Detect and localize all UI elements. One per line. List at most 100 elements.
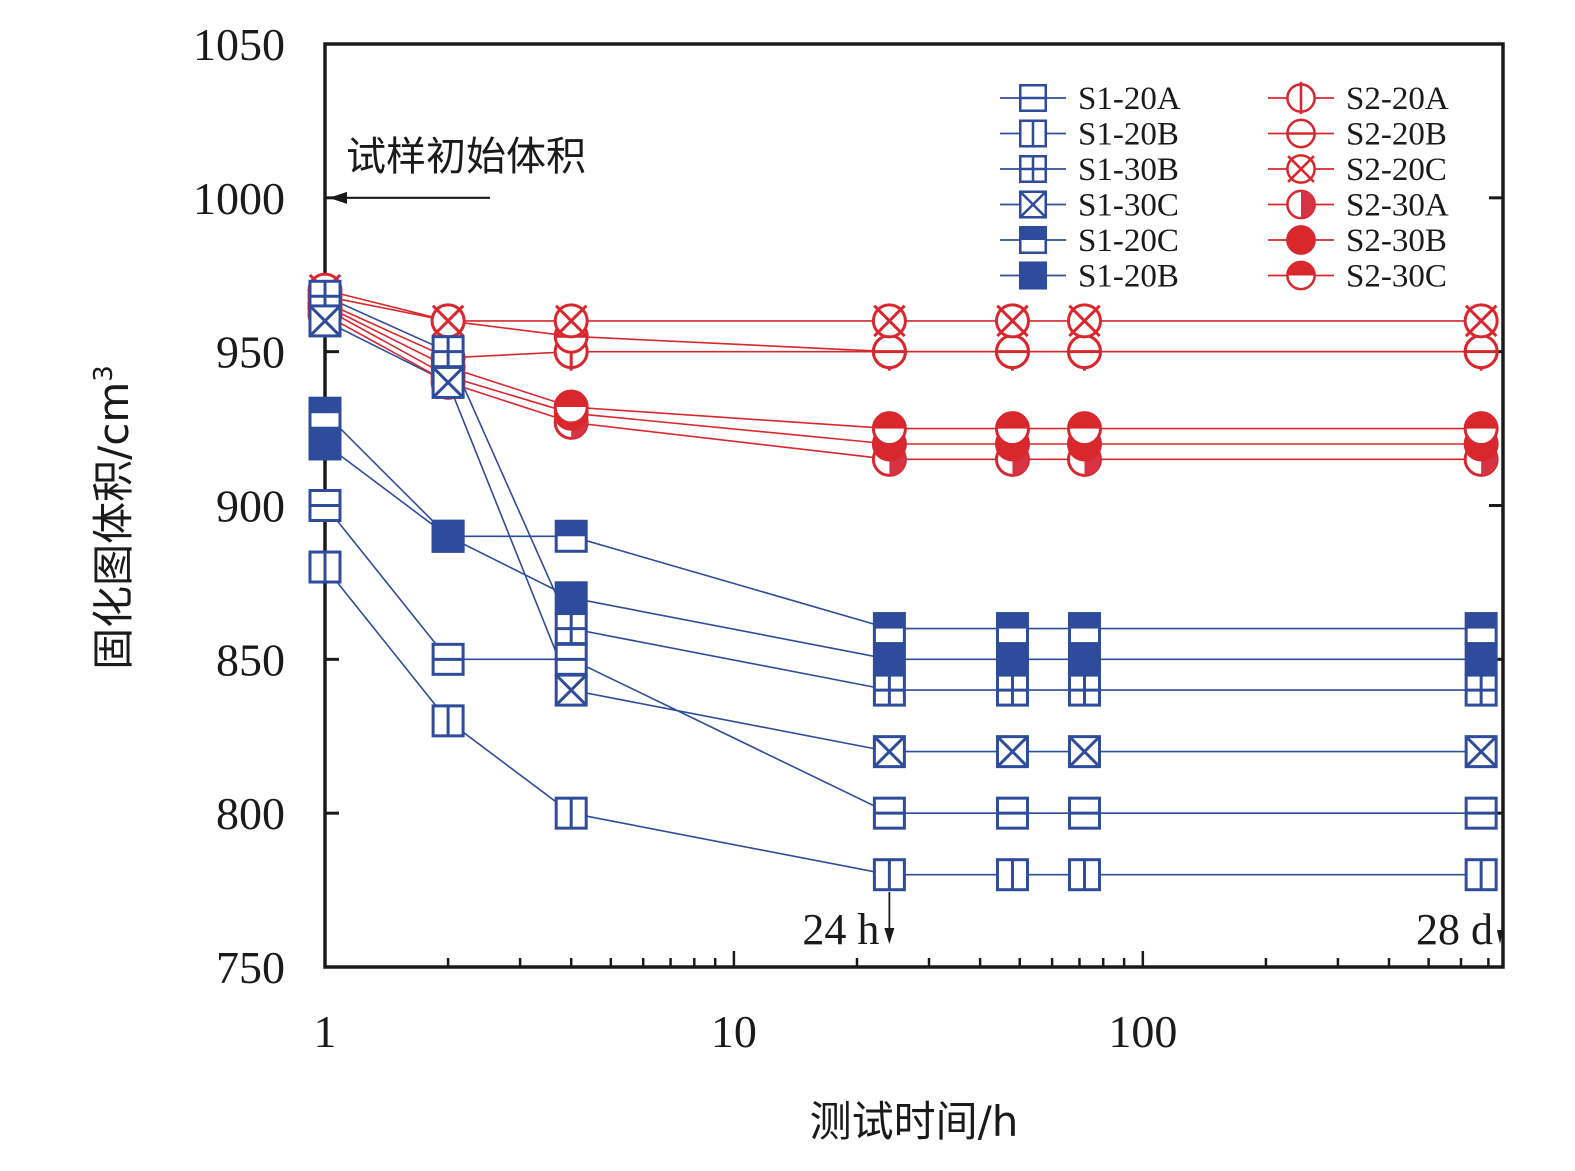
legend-marker-group bbox=[1286, 189, 1316, 220]
legend-marker bbox=[1286, 225, 1316, 255]
marker-fill bbox=[1301, 190, 1315, 219]
data-point-s1-30c bbox=[872, 735, 906, 769]
data-point-s1-20b bbox=[1464, 642, 1498, 676]
legend-marker bbox=[1286, 189, 1316, 220]
x-tick-label: 10 bbox=[711, 1006, 757, 1057]
data-point-s2-20b bbox=[1066, 334, 1102, 370]
legend-label: S1-30B bbox=[1078, 152, 1179, 188]
legend-label: S1-20B bbox=[1078, 259, 1179, 295]
marker-fill bbox=[1466, 613, 1497, 629]
legend-item: S1-30B bbox=[1000, 152, 1179, 188]
legend-marker-group bbox=[1018, 83, 1048, 113]
marker-fill bbox=[873, 412, 906, 429]
marker-body bbox=[995, 642, 1029, 676]
24h-arrow-head bbox=[884, 928, 895, 944]
y-tick-label: 1000 bbox=[193, 173, 285, 224]
data-point-s1-20c bbox=[995, 612, 1029, 646]
legend-marker-group bbox=[1018, 119, 1048, 148]
legend-item: S1-20A bbox=[1000, 81, 1181, 117]
annotation-layer: 试样初始体积 24 h 28 d bbox=[329, 134, 1503, 954]
marker-diag bbox=[1465, 735, 1498, 768]
legend-marker-group bbox=[1018, 190, 1048, 219]
data-point-s1-20a bbox=[431, 642, 465, 676]
marker-diag bbox=[432, 366, 465, 399]
legend-marker-group bbox=[1286, 118, 1316, 149]
24h-label: 24 h bbox=[802, 905, 879, 954]
legend-marker bbox=[1018, 119, 1048, 148]
data-point-s1-20b bbox=[1067, 642, 1101, 676]
data-point-s1-30c bbox=[431, 365, 465, 399]
y-axis-title-text: 固化图体积/cm bbox=[89, 382, 138, 670]
data-point-s1-30c bbox=[554, 673, 588, 707]
x-axis-title: 测试时间/h bbox=[810, 1097, 1019, 1146]
legend-marker bbox=[1018, 190, 1048, 219]
y-tick-label: 1050 bbox=[193, 19, 285, 70]
marker-diag bbox=[1019, 190, 1047, 219]
data-point-s1-20b bbox=[554, 581, 588, 615]
data-point-s1-20a bbox=[554, 642, 588, 676]
series-markers bbox=[307, 272, 1499, 892]
y-axis-title-group: 固化图体积/cm3 bbox=[89, 365, 138, 670]
marker-diag bbox=[873, 304, 906, 338]
28d-arrow-head bbox=[1497, 930, 1503, 944]
legend-item: S2-30A bbox=[1268, 188, 1449, 224]
legend-marker bbox=[1286, 81, 1316, 115]
data-point-s1-30b bbox=[554, 612, 588, 646]
marker-fill bbox=[1287, 261, 1315, 276]
data-point-s1-20b bbox=[308, 550, 342, 584]
data-point-s1-30c bbox=[1067, 735, 1101, 769]
legend-item: S2-30B bbox=[1268, 223, 1447, 259]
data-point-s2-20b bbox=[994, 334, 1030, 370]
legend-marker bbox=[1018, 225, 1048, 255]
data-point-s1-20b bbox=[872, 642, 906, 676]
data-point-s1-20b bbox=[995, 858, 1029, 892]
legend-marker-group bbox=[1018, 261, 1048, 290]
marker-body bbox=[308, 427, 342, 461]
data-point-s1-30b bbox=[431, 335, 465, 369]
legend: S1-20AS1-20BS1-30BS1-30CS1-20CS1-20BS2-2… bbox=[1000, 81, 1449, 295]
data-point-s1-20b bbox=[554, 796, 588, 830]
data-point-s2-20c bbox=[430, 303, 466, 339]
data-point-s2-20c bbox=[1463, 303, 1499, 339]
28d-label: 28 d bbox=[1416, 905, 1493, 954]
data-point-s1-30b bbox=[995, 673, 1029, 707]
legend-item: S2-20A bbox=[1268, 81, 1449, 117]
legend-marker bbox=[1286, 154, 1316, 184]
y-axis-title: 固化图体积/cm3 bbox=[89, 365, 138, 670]
data-point-s1-30c bbox=[1464, 735, 1498, 769]
marker-fill bbox=[555, 391, 588, 408]
data-point-s1-20c bbox=[554, 519, 588, 553]
marker-diag bbox=[431, 304, 465, 338]
y-axis-title-superscript: 3 bbox=[89, 365, 119, 382]
marker-body bbox=[1018, 261, 1048, 290]
legend-item: S1-30C bbox=[1000, 188, 1179, 224]
legend-marker-group bbox=[1018, 154, 1048, 184]
marker-body bbox=[431, 519, 465, 553]
data-point-s2-30c bbox=[994, 411, 1030, 447]
initial-volume-arrow-head bbox=[329, 191, 347, 204]
marker-fill bbox=[1465, 412, 1498, 429]
legend-label: S1-30C bbox=[1078, 188, 1179, 224]
data-point-s1-20b bbox=[431, 704, 465, 738]
y-tick-label: 800 bbox=[216, 788, 285, 839]
marker-fill bbox=[556, 521, 587, 537]
marker-fill bbox=[310, 398, 340, 414]
y-tick-label: 750 bbox=[216, 942, 285, 993]
legend-label: S2-30C bbox=[1346, 259, 1447, 295]
legend-label: S2-20C bbox=[1346, 152, 1447, 188]
marker-diag bbox=[1464, 304, 1498, 338]
legend-marker bbox=[1286, 118, 1316, 149]
legend-marker-group bbox=[1286, 260, 1316, 291]
data-point-s1-20b bbox=[1464, 858, 1498, 892]
legend-marker-group bbox=[1286, 81, 1316, 115]
legend-marker bbox=[1286, 260, 1316, 291]
data-point-s2-20b bbox=[1463, 334, 1499, 370]
data-point-s1-20b bbox=[431, 519, 465, 553]
data-point-s1-20b bbox=[1067, 858, 1101, 892]
data-point-s1-30b bbox=[1464, 673, 1498, 707]
marker-fill bbox=[874, 613, 905, 629]
data-point-s1-20c bbox=[1464, 612, 1498, 646]
data-point-s2-30c bbox=[553, 389, 589, 425]
legend-label: S1-20C bbox=[1078, 223, 1179, 259]
